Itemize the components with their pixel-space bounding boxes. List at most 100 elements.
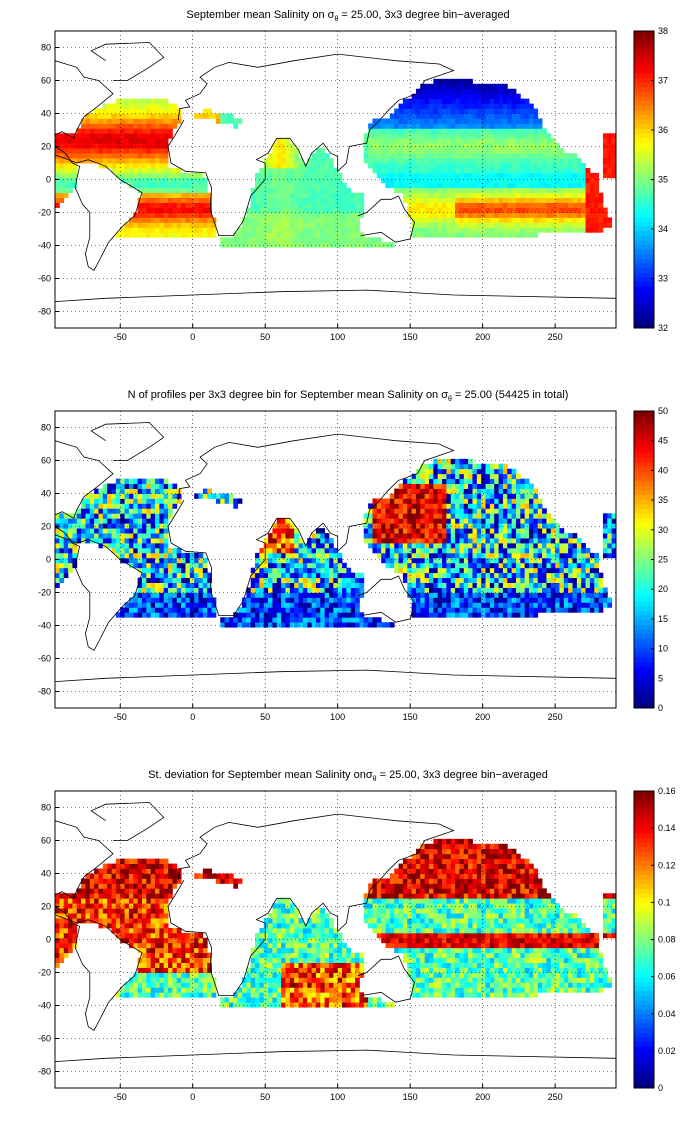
data-cell (398, 113, 404, 119)
data-cell (133, 133, 139, 139)
data-cell (328, 617, 334, 623)
data-cell (198, 177, 204, 184)
data-cell (420, 587, 426, 593)
data-cell (563, 153, 569, 159)
data-cell (115, 172, 121, 179)
data-cell (415, 557, 421, 564)
data-cell (550, 187, 556, 194)
data-cell (594, 602, 600, 608)
data-cell (459, 118, 465, 124)
data-cell (346, 192, 352, 199)
data-cell (120, 138, 125, 144)
data-cell (163, 538, 169, 544)
data-cell (515, 202, 521, 208)
data-cell (102, 118, 108, 124)
data-cell (102, 143, 108, 149)
data-cell (76, 538, 82, 544)
data-cell (455, 167, 460, 174)
data-cell (489, 113, 495, 119)
data-cell (446, 493, 452, 499)
data-cell (455, 227, 460, 233)
data-cell (502, 88, 508, 95)
data-cell (150, 567, 156, 574)
data-cell (559, 227, 565, 233)
data-cell (255, 207, 260, 213)
data-cell (276, 602, 282, 608)
data-cell (376, 552, 382, 559)
data-cell (55, 197, 60, 203)
data-cell (294, 158, 299, 164)
data-cell (402, 167, 408, 174)
data-cell (307, 227, 312, 233)
data-cell (124, 177, 130, 184)
data-cell (398, 182, 404, 189)
data-cell (198, 182, 204, 189)
data-cell (368, 123, 373, 129)
data-cell (472, 143, 478, 149)
data-cell (398, 562, 404, 569)
data-cell (72, 163, 78, 169)
data-cell (128, 552, 134, 559)
data-cell (524, 552, 530, 559)
data-cell (502, 547, 508, 554)
data-cell (524, 232, 530, 238)
data-cell (255, 577, 260, 583)
data-cell (559, 602, 565, 608)
data-cell (468, 518, 473, 524)
data-cell (437, 478, 443, 484)
data-cell (233, 612, 239, 618)
data-cell (276, 562, 282, 569)
data-cell (415, 572, 421, 579)
data-cell (250, 592, 256, 598)
data-cell (489, 192, 495, 199)
data-cell (411, 557, 417, 564)
data-cell (259, 222, 265, 228)
data-cell (494, 582, 499, 588)
data-cell (376, 508, 382, 514)
data-cell (455, 78, 460, 85)
data-cell (385, 177, 391, 184)
data-cell (572, 533, 578, 539)
data-cell (533, 562, 539, 569)
data-cell (568, 597, 573, 603)
data-cell (476, 552, 482, 559)
data-cell (468, 143, 473, 149)
data-cell (420, 503, 426, 509)
data-cell (124, 118, 130, 124)
data-cell (529, 207, 534, 213)
data-cell (263, 177, 269, 184)
colorbar-tick-label: 50 (658, 406, 668, 416)
data-cell (468, 78, 473, 85)
data-cell (455, 577, 460, 583)
data-cell (68, 528, 73, 534)
data-cell (498, 612, 504, 618)
data-cell (511, 538, 517, 544)
data-cell (481, 153, 486, 159)
data-cell (520, 123, 526, 129)
data-cell (163, 562, 169, 569)
data-cell (381, 172, 386, 179)
data-cell (285, 242, 291, 248)
data-cell (515, 133, 521, 139)
data-cell (133, 98, 139, 104)
data-cell (407, 153, 413, 159)
data-cell (555, 153, 560, 159)
data-cell (537, 197, 543, 203)
data-cell (589, 582, 595, 588)
data-cell (172, 582, 178, 588)
data-cell (472, 108, 478, 114)
data-cell (115, 128, 121, 134)
data-cell (120, 607, 125, 613)
data-cell (555, 557, 560, 564)
data-cell (202, 217, 208, 223)
data-cell (468, 538, 473, 544)
data-cell (407, 167, 413, 174)
data-cell (298, 177, 304, 184)
data-cell (359, 232, 365, 238)
data-cell (507, 222, 513, 228)
data-cell (472, 197, 478, 203)
data-cell (472, 98, 478, 104)
data-cell (268, 547, 273, 554)
data-cell (89, 518, 95, 524)
data-cell (424, 118, 430, 124)
